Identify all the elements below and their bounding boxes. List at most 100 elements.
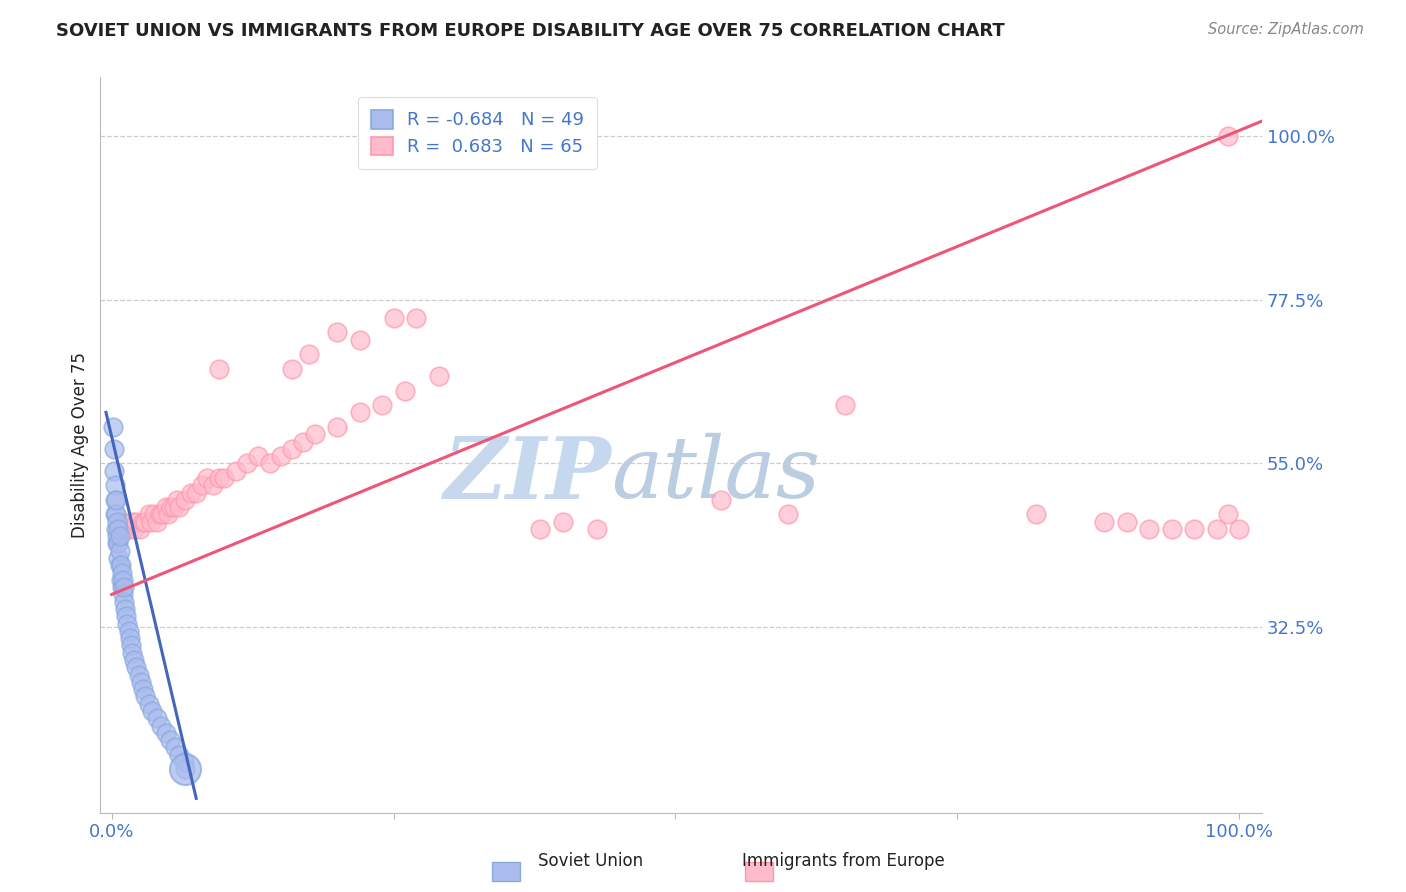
Text: Soviet Union: Soviet Union <box>538 852 643 870</box>
Point <box>107 536 129 550</box>
Point <box>173 755 195 769</box>
Point <box>128 667 150 681</box>
Text: Source: ZipAtlas.com: Source: ZipAtlas.com <box>1208 22 1364 37</box>
Point <box>349 405 371 419</box>
Text: atlas: atlas <box>612 434 821 516</box>
Point <box>143 508 166 522</box>
Point <box>105 529 128 543</box>
Point <box>105 515 128 529</box>
Point <box>103 464 125 478</box>
Point <box>169 500 191 514</box>
Legend: R = -0.684   N = 49, R =  0.683   N = 65: R = -0.684 N = 49, R = 0.683 N = 65 <box>359 97 596 169</box>
Point <box>111 580 134 594</box>
Point <box>834 398 856 412</box>
Point <box>160 500 183 514</box>
Point <box>778 508 800 522</box>
Point <box>1115 515 1137 529</box>
Point <box>208 471 231 485</box>
Point <box>1216 128 1239 143</box>
Text: ZIP: ZIP <box>443 433 612 516</box>
Point <box>104 508 127 522</box>
Point <box>121 515 143 529</box>
Point <box>115 609 138 624</box>
Point <box>149 508 172 522</box>
Point <box>111 566 134 580</box>
Point <box>118 631 141 645</box>
Point <box>111 573 134 587</box>
Point <box>1137 522 1160 536</box>
Point <box>186 485 208 500</box>
Point <box>120 639 142 653</box>
Point <box>298 347 321 361</box>
Point <box>155 726 177 740</box>
Point <box>191 478 214 492</box>
Point <box>112 595 135 609</box>
Point <box>101 420 124 434</box>
Text: SOVIET UNION VS IMMIGRANTS FROM EUROPE DISABILITY AGE OVER 75 CORRELATION CHART: SOVIET UNION VS IMMIGRANTS FROM EUROPE D… <box>56 22 1005 40</box>
Point <box>371 398 394 412</box>
Point <box>112 580 135 594</box>
Point <box>1092 515 1115 529</box>
Point <box>270 449 292 463</box>
Point <box>114 522 136 536</box>
Point <box>326 326 349 340</box>
Point <box>326 420 349 434</box>
Point <box>427 369 450 384</box>
Point <box>710 492 733 507</box>
Point <box>292 434 315 449</box>
Point <box>349 333 371 347</box>
Point <box>104 492 127 507</box>
Point <box>125 515 148 529</box>
Point <box>105 492 128 507</box>
Point <box>247 449 270 463</box>
Point <box>111 587 134 601</box>
Point <box>111 515 134 529</box>
Point <box>382 310 405 325</box>
Point <box>197 471 219 485</box>
Point <box>214 471 236 485</box>
Point <box>155 500 177 514</box>
Point <box>150 508 173 522</box>
Point <box>107 522 129 536</box>
Point <box>114 602 136 616</box>
Point <box>105 522 128 536</box>
Point <box>1182 522 1205 536</box>
Point <box>236 456 259 470</box>
Point <box>128 522 150 536</box>
Point <box>108 558 131 573</box>
Point <box>1205 522 1227 536</box>
Point <box>163 740 186 755</box>
Point <box>159 733 181 747</box>
Point <box>169 747 191 762</box>
Point <box>145 711 167 725</box>
Point <box>105 536 128 550</box>
Point <box>105 508 128 522</box>
Point <box>304 427 326 442</box>
Point <box>1160 522 1182 536</box>
Point <box>138 508 160 522</box>
Point <box>117 624 139 638</box>
Point <box>141 704 163 718</box>
Point <box>394 384 416 398</box>
Point <box>150 718 173 732</box>
Point <box>225 464 247 478</box>
Point <box>1227 522 1250 536</box>
Point <box>117 616 139 631</box>
Point <box>208 361 231 376</box>
Point <box>145 515 167 529</box>
Point <box>108 543 131 558</box>
Point <box>163 500 186 514</box>
Point <box>107 551 129 566</box>
Point <box>281 442 304 456</box>
Point <box>202 478 225 492</box>
Point <box>174 492 197 507</box>
Point <box>104 478 127 492</box>
Point <box>1025 508 1047 522</box>
Point <box>122 522 145 536</box>
Point <box>259 456 281 470</box>
Point <box>121 646 143 660</box>
Point <box>122 653 145 667</box>
Point <box>1216 508 1239 522</box>
Point <box>156 508 179 522</box>
Point <box>110 558 132 573</box>
